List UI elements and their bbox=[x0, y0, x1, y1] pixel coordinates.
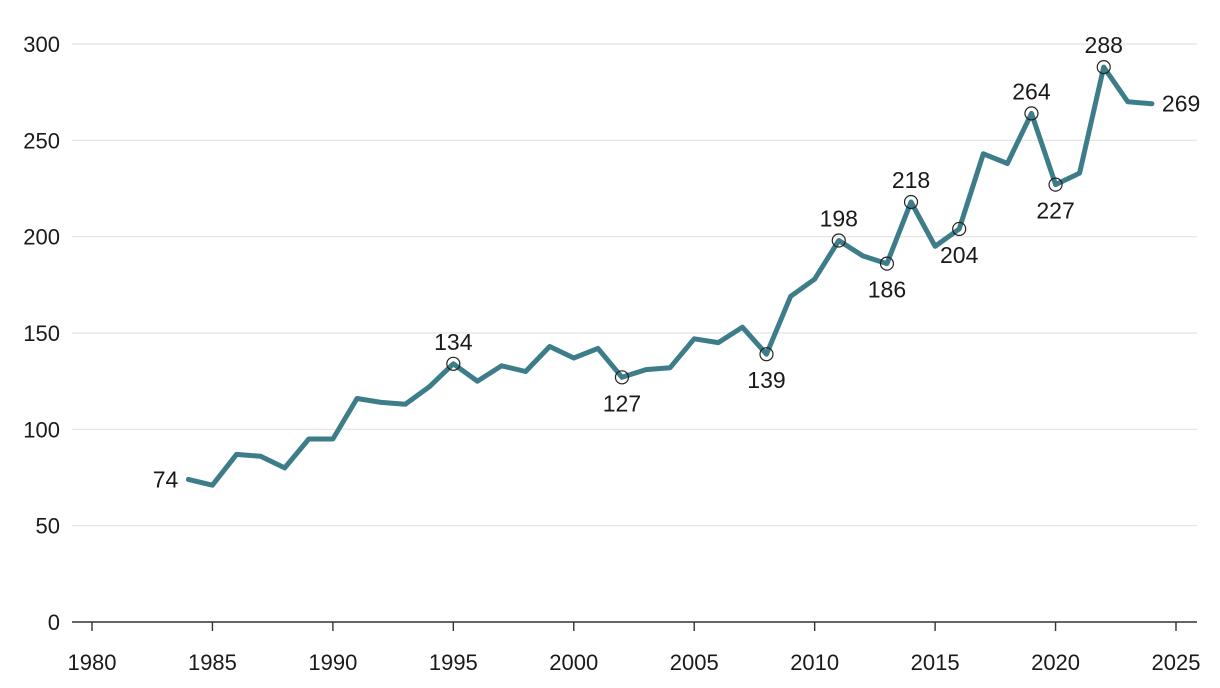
x-tick-label-1995: 1995 bbox=[429, 650, 478, 675]
data-point-1984 bbox=[186, 477, 191, 482]
data-point-1989 bbox=[306, 436, 311, 442]
marker-2020 bbox=[1048, 177, 1063, 192]
data-label-2011: 198 bbox=[820, 206, 858, 232]
data-point-1997 bbox=[499, 363, 504, 368]
data-label-2020: 227 bbox=[1036, 198, 1074, 224]
data-point-2004 bbox=[667, 365, 673, 370]
data-point-1990 bbox=[330, 436, 336, 442]
x-tick-label-1980: 1980 bbox=[68, 650, 117, 675]
data-point-2021 bbox=[1077, 170, 1082, 176]
data-point-2020 bbox=[1053, 182, 1058, 187]
data-point-1996 bbox=[475, 378, 480, 384]
data-label-2013: 186 bbox=[868, 277, 906, 303]
data-point-1995 bbox=[451, 361, 456, 367]
data-point-1998 bbox=[523, 369, 528, 374]
marker-2016 bbox=[952, 221, 967, 237]
x-axis-tick-labels: 1980 1985 1990 1995 2000 2005 2010 2015 2020 2025 bbox=[68, 650, 1201, 675]
marker-2019 bbox=[1024, 106, 1039, 121]
marker-1995 bbox=[446, 356, 461, 371]
y-tick-label-100: 100 bbox=[23, 417, 60, 442]
marker-2022 bbox=[1096, 60, 1111, 75]
series-line-0 bbox=[185, 64, 1155, 488]
marker-2014 bbox=[903, 194, 919, 210]
x-tick-label-2015: 2015 bbox=[911, 650, 960, 675]
marker-2011 bbox=[831, 233, 846, 248]
data-point-2014 bbox=[908, 199, 914, 205]
y-tick-label-0: 0 bbox=[48, 610, 60, 635]
x-tick-label-2020: 2020 bbox=[1031, 650, 1080, 675]
x-tick-label-1985: 1985 bbox=[188, 650, 237, 675]
data-label-2002: 127 bbox=[603, 390, 641, 416]
data-label-2024: 269 bbox=[1162, 91, 1200, 117]
data-label-1984: 74 bbox=[153, 466, 179, 492]
data-point-2002 bbox=[619, 375, 625, 380]
data-label-2008: 139 bbox=[747, 367, 785, 393]
y-tick-label-300: 300 bbox=[23, 32, 60, 57]
marker-2008 bbox=[759, 347, 774, 362]
x-tick-label-2000: 2000 bbox=[549, 650, 598, 675]
data-point-1993 bbox=[402, 402, 408, 407]
marker-2002 bbox=[614, 370, 630, 385]
data-point-1988 bbox=[282, 465, 287, 471]
annotation-markers bbox=[446, 60, 1111, 385]
data-labels: 74 134 127 139 198 186 218 204 264 227 288 269 bbox=[153, 32, 1201, 492]
x-axis bbox=[72, 621, 1197, 631]
y-tick-label-150: 150 bbox=[23, 321, 60, 346]
data-label-2014: 218 bbox=[892, 167, 930, 193]
data-point-2024 bbox=[1149, 101, 1155, 106]
y-axis-tick-labels: 0 50 100 150 200 250 300 bbox=[23, 32, 60, 635]
data-label-2016: 204 bbox=[940, 242, 979, 268]
data-label-2022: 288 bbox=[1085, 32, 1123, 58]
data-point-1985 bbox=[210, 483, 215, 488]
data-point-2012 bbox=[860, 253, 866, 259]
x-tick-label-2025: 2025 bbox=[1152, 650, 1201, 675]
gridlines bbox=[72, 43, 1197, 527]
data-point-2023 bbox=[1125, 99, 1131, 105]
data-point-1992 bbox=[378, 400, 384, 405]
data-point-2008 bbox=[764, 351, 769, 357]
y-tick-label-250: 250 bbox=[23, 128, 60, 153]
data-point-2003 bbox=[643, 367, 649, 372]
data-point-1999 bbox=[547, 344, 552, 349]
series-layer bbox=[185, 64, 1155, 488]
data-point-2016 bbox=[957, 226, 962, 232]
x-tick-label-2005: 2005 bbox=[670, 650, 719, 675]
data-point-2010 bbox=[812, 276, 817, 282]
data-point-2005 bbox=[692, 336, 697, 341]
data-point-2007 bbox=[740, 325, 745, 330]
data-point-2001 bbox=[595, 346, 601, 351]
x-tick-label-2010: 2010 bbox=[790, 650, 839, 675]
data-point-2019 bbox=[1029, 111, 1034, 116]
data-point-2018 bbox=[1005, 161, 1010, 166]
data-point-2013 bbox=[884, 261, 890, 266]
data-point-2022 bbox=[1101, 64, 1106, 70]
data-point-1987 bbox=[258, 454, 263, 459]
data-point-1986 bbox=[234, 452, 239, 457]
data-point-2017 bbox=[981, 151, 986, 157]
y-tick-label-200: 200 bbox=[23, 225, 60, 250]
data-point-2009 bbox=[788, 294, 793, 299]
data-point-1994 bbox=[427, 384, 432, 390]
x-tick-label-1990: 1990 bbox=[308, 650, 357, 675]
data-label-1995: 134 bbox=[434, 329, 473, 355]
y-tick-label-50: 50 bbox=[36, 514, 60, 539]
data-label-2019: 264 bbox=[1012, 78, 1051, 104]
data-point-2011 bbox=[836, 238, 841, 243]
data-point-1991 bbox=[354, 396, 360, 401]
data-point-2006 bbox=[716, 340, 721, 345]
marker-2013 bbox=[879, 256, 895, 271]
data-point-2015 bbox=[932, 244, 938, 249]
data-point-2000 bbox=[571, 355, 576, 361]
